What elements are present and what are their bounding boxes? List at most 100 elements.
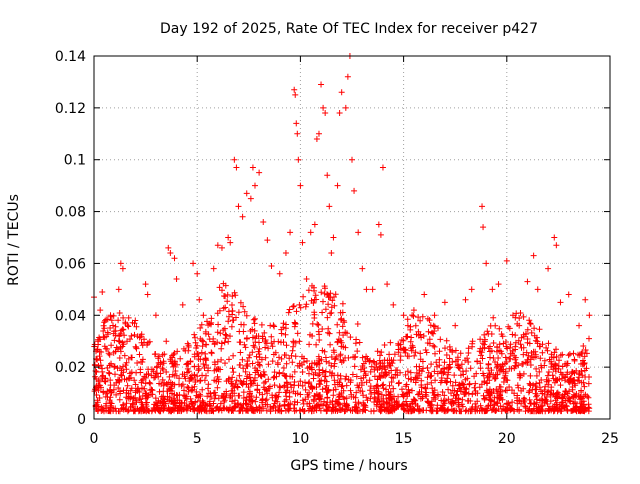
data-point: [101, 325, 108, 332]
data-point: [297, 182, 304, 189]
y-tick-label: 0.1: [64, 153, 86, 169]
data-point: [249, 164, 256, 171]
data-point: [322, 110, 329, 117]
data-point: [489, 286, 496, 293]
data-point: [400, 312, 407, 319]
data-point: [144, 291, 151, 298]
data-point: [320, 104, 327, 111]
data-point: [287, 229, 294, 236]
data-point: [377, 231, 384, 238]
data-point: [268, 263, 275, 270]
data-point: [503, 257, 510, 264]
data-point: [190, 260, 197, 267]
data-point: [441, 299, 448, 306]
data-point: [293, 120, 300, 127]
data-point: [379, 164, 386, 171]
data-point: [97, 307, 104, 314]
y-tick-label: 0.06: [55, 256, 86, 272]
data-point: [299, 239, 306, 246]
data-point: [551, 234, 558, 241]
data-point: [336, 110, 343, 117]
data-point: [171, 255, 178, 262]
data-point: [99, 288, 106, 295]
data-point: [342, 104, 349, 111]
data-point: [334, 182, 341, 189]
data-point: [355, 229, 362, 236]
dense-point-cloud: [91, 280, 593, 415]
data-point: [495, 281, 502, 288]
data-point: [582, 296, 589, 303]
data-point: [196, 296, 203, 303]
data-point: [351, 187, 358, 194]
data-point: [324, 172, 331, 179]
data-point: [468, 286, 475, 293]
data-point: [132, 317, 139, 324]
data-point: [124, 338, 131, 345]
data-point: [107, 312, 114, 319]
data-point: [200, 312, 207, 319]
x-tick-label: 5: [193, 431, 202, 447]
data-point: [292, 91, 299, 98]
data-point: [557, 299, 564, 306]
x-tick-label: 0: [90, 431, 99, 447]
data-point: [410, 307, 417, 314]
axis-ticks: [93, 55, 611, 420]
data-point: [210, 265, 217, 272]
data-point: [167, 250, 174, 257]
data-point: [349, 156, 355, 163]
data-point: [586, 312, 593, 319]
y-axis-label: ROTI / TECUs: [6, 194, 22, 286]
data-point: [119, 265, 126, 272]
data-point: [243, 190, 250, 197]
data-point: [194, 270, 201, 277]
y-tick-labels: 0 0.02 0.04 0.06 0.08 0.1 0.12 0.14: [55, 49, 86, 428]
data-point: [276, 270, 283, 277]
data-point: [227, 239, 234, 246]
data-point: [282, 250, 289, 257]
data-point: [303, 275, 310, 282]
plot-frame: [93, 55, 611, 420]
data-point: [239, 213, 246, 220]
data-points: [91, 53, 593, 410]
data-points-dense: [91, 280, 593, 415]
data-point: [431, 312, 438, 319]
data-point: [545, 265, 552, 272]
data-point: [313, 135, 320, 142]
data-point: [565, 291, 572, 298]
x-tick-labels: 0 5 10 15 20 25: [90, 431, 619, 447]
data-point: [251, 182, 258, 189]
data-point: [328, 250, 335, 257]
data-point: [452, 322, 459, 329]
data-point: [384, 281, 391, 288]
data-point: [363, 286, 370, 293]
data-point: [179, 301, 186, 308]
data-point: [483, 260, 490, 267]
data-point: [163, 338, 170, 345]
data-point: [115, 286, 122, 293]
data-point: [256, 169, 263, 176]
data-point: [295, 156, 302, 163]
data-point: [534, 286, 541, 293]
data-point: [359, 265, 366, 272]
x-tick-label: 20: [498, 431, 516, 447]
y-tick-label: 0.04: [55, 308, 86, 324]
data-point: [326, 203, 333, 210]
data-point: [390, 301, 397, 308]
data-point: [530, 252, 537, 259]
data-point: [462, 296, 469, 303]
data-point: [330, 234, 337, 241]
data-point: [524, 278, 531, 285]
grid-lines: [94, 56, 610, 419]
data-point: [95, 338, 102, 345]
data-point: [260, 218, 267, 225]
data-point: [233, 164, 240, 171]
data-point: [344, 73, 351, 80]
data-point: [516, 322, 523, 329]
x-tick-label: 25: [601, 431, 619, 447]
y-tick-label: 0.08: [55, 205, 86, 221]
data-point: [375, 221, 382, 228]
data-point: [264, 237, 271, 244]
data-point: [553, 242, 560, 249]
